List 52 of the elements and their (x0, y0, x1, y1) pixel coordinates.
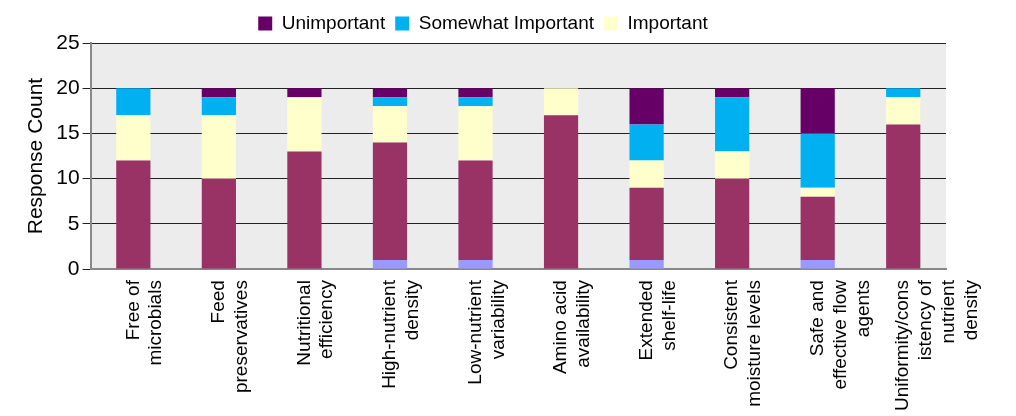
bar (886, 88, 921, 98)
bar (201, 178, 236, 269)
bar (800, 196, 835, 261)
y-axis-title: Response Count (23, 77, 47, 235)
bar (458, 97, 493, 107)
y-tick-label: 0 (67, 255, 80, 279)
bar (287, 97, 322, 152)
bar (372, 97, 408, 107)
bar (201, 115, 236, 179)
bar (715, 151, 750, 179)
bar (458, 88, 493, 98)
y-tick-label: 20 (56, 75, 80, 99)
bar (372, 106, 408, 143)
bar (543, 88, 579, 116)
bar (800, 88, 835, 134)
bar (629, 260, 664, 269)
x-tick-label: Free of microbials (121, 279, 166, 366)
bar (458, 106, 493, 161)
y-tick-label: 10 (56, 165, 80, 189)
bar (800, 133, 835, 188)
legend-label: Somewhat Important (418, 11, 595, 33)
y-tick-label: 25 (56, 29, 80, 53)
bar (372, 88, 408, 98)
bar (458, 260, 493, 269)
y-tick-label: 5 (67, 210, 80, 234)
legend-label: Important (627, 11, 709, 33)
bar (543, 115, 579, 269)
bar (201, 97, 236, 116)
bar (629, 160, 664, 188)
bar (372, 260, 408, 269)
bar (116, 160, 151, 269)
bar (116, 115, 151, 161)
bar (629, 187, 664, 261)
bar (800, 187, 835, 197)
bar (201, 88, 236, 98)
x-tick-label: Safe and effective flow agents (805, 279, 873, 390)
bar (886, 97, 921, 125)
bar (287, 151, 322, 269)
bar (629, 124, 664, 161)
bar (800, 260, 835, 269)
legend-label: Unimportant (281, 11, 386, 33)
bar (715, 97, 750, 152)
bar (715, 178, 750, 269)
bar (287, 88, 322, 98)
bar (715, 88, 750, 98)
x-tick-label: High-nutrient density (378, 279, 422, 389)
bar (629, 88, 664, 125)
bar (372, 142, 408, 261)
bar (116, 88, 151, 116)
bar (886, 124, 921, 269)
y-tick-label: 15 (56, 120, 80, 144)
bar (458, 160, 493, 261)
